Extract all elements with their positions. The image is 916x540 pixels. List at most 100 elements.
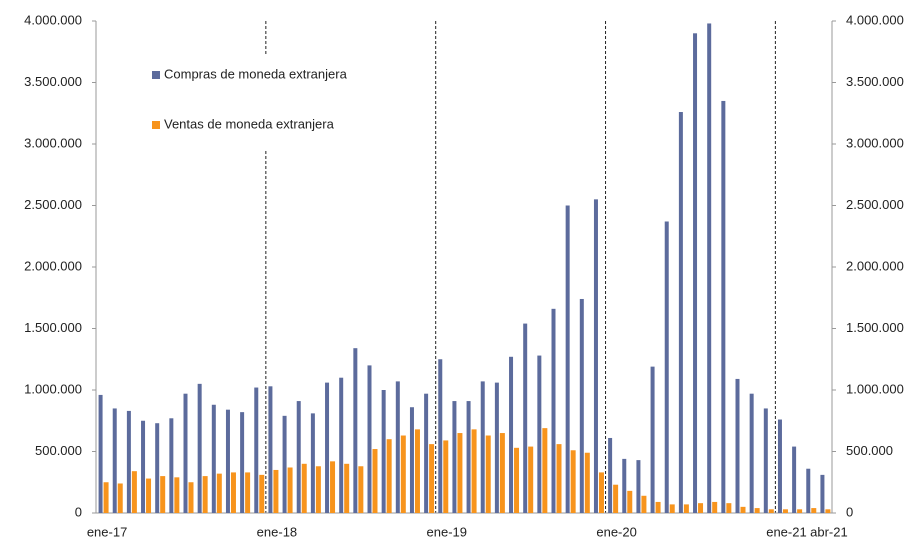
bar [678,112,683,514]
bar [820,474,825,513]
bar [570,450,576,513]
bar [268,386,273,513]
bar [593,199,598,513]
bar [202,476,208,513]
bar [806,468,811,513]
bar [126,410,131,513]
bar [740,506,746,513]
bar [641,495,647,513]
y2-tick-label: 3.500.000 [846,74,904,89]
x-tick-label: ene-19 [427,524,467,539]
y-tick-label: 2.000.000 [24,258,82,273]
bar [509,356,514,513]
bar [183,393,188,513]
bar [160,476,166,513]
y2-tick-label: 2.000.000 [846,258,904,273]
y-tick-label: 1.500.000 [24,320,82,335]
bar [598,472,604,513]
bar [782,509,788,513]
y2-tick-label: 3.000.000 [846,135,904,150]
bar [514,447,520,513]
bar [763,408,768,513]
bar [325,382,330,513]
bar [565,205,570,513]
x-tick-label: abr-21 [810,524,848,539]
bar [301,463,307,513]
bar [339,377,344,513]
legend-box [145,55,395,150]
legend-swatch [152,71,160,79]
bar [245,472,251,513]
x-tick-label: ene-21 [766,524,806,539]
bar [287,467,293,513]
bar [797,509,803,513]
bar [103,482,109,513]
bar [240,412,245,513]
bar [712,501,718,513]
bar [485,435,491,513]
bar [344,463,350,513]
bar [211,404,216,513]
bar [622,458,627,513]
bar [282,415,287,513]
bar [636,460,641,513]
bar [726,503,732,513]
bar [400,435,406,513]
bar [141,420,146,513]
y-tick-label: 3.500.000 [24,74,82,89]
bar [664,221,669,514]
x-tick-label: ene-20 [596,524,636,539]
bar [523,323,528,513]
bar [155,423,160,513]
bar [225,409,230,513]
y2-tick-label: 1.500.000 [846,320,904,335]
y-tick-label: 500.000 [35,443,82,458]
bar [372,449,378,513]
bar [608,437,613,513]
bar [613,484,619,513]
bar [395,381,400,513]
bar [174,477,180,513]
y-tick-label: 1.000.000 [24,381,82,396]
bar [429,444,435,513]
bar [792,446,797,513]
bar [825,509,831,513]
y-tick-label: 0 [75,504,82,519]
bar [669,504,675,513]
bar [358,466,364,513]
bar [117,483,123,513]
bar [466,401,471,513]
bar [409,407,414,513]
bar [367,365,372,513]
bar [693,33,698,514]
bar [230,472,236,513]
y-tick-label: 3.000.000 [24,135,82,150]
bar [146,478,152,513]
x-tick-label: ene-17 [87,524,127,539]
bar [315,466,321,513]
bar [735,378,740,513]
bar [471,429,477,513]
bar [683,504,689,513]
bar [414,429,420,513]
bar [310,413,315,513]
bar [381,390,386,513]
bar [655,501,661,513]
bar [768,509,774,513]
y2-tick-label: 4.000.000 [846,12,904,27]
bar [627,490,633,513]
y2-tick-label: 0 [846,504,853,519]
legend-swatch [152,121,160,129]
y2-tick-label: 1.000.000 [846,381,904,396]
bar [452,401,457,513]
bar [197,383,202,513]
bar [749,393,754,513]
bar [777,419,782,513]
legend-label: Compras de moneda extranjera [164,66,348,81]
bar [650,366,655,513]
bar [169,418,174,513]
bar [254,387,259,513]
bar [424,393,429,513]
